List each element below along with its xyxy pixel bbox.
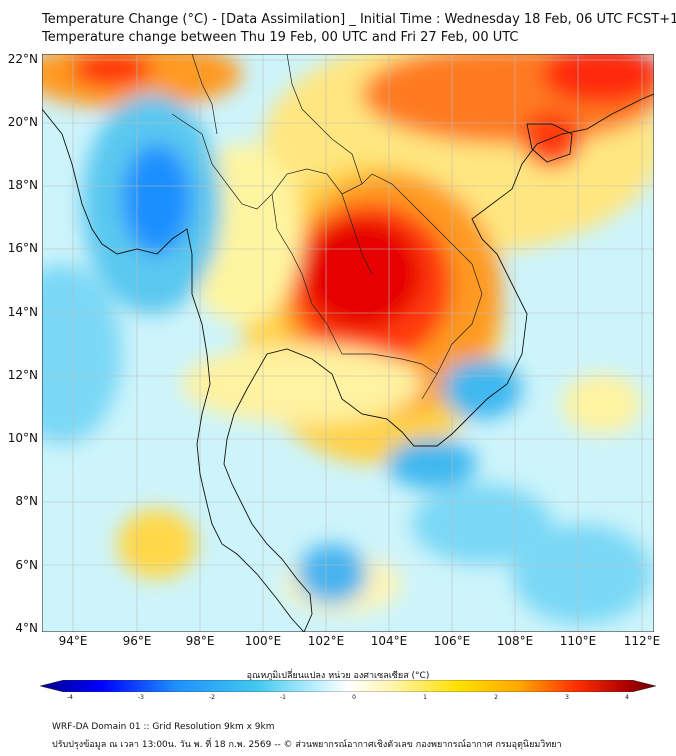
graticule bbox=[42, 54, 654, 632]
temperature-change-map bbox=[42, 54, 654, 632]
temperature-field bbox=[42, 54, 654, 624]
colorbar bbox=[40, 680, 656, 692]
footer-credit: ปรับปรุงข้อมูล ณ เวลา 13:00น. วัน พ. ที่… bbox=[52, 740, 562, 750]
colorbar-tick: 0 bbox=[352, 694, 356, 701]
map-title: Temperature Change (°C) - [Data Assimila… bbox=[42, 12, 676, 27]
country-borders bbox=[171, 54, 483, 400]
lat-label-14n: 14°N bbox=[7, 305, 38, 319]
colorbar-title: อุณหภูมิเปลี่ยนแปลง หน่วย องศาเซลเซียส (… bbox=[246, 671, 430, 681]
coastline bbox=[42, 93, 654, 632]
map-subtitle: Temperature change between Thu 19 Feb, 0… bbox=[42, 30, 519, 45]
colorbar-tick: -1 bbox=[280, 694, 286, 701]
colorbar-tick: 1 bbox=[423, 694, 427, 701]
lon-label-98e: 98°E bbox=[185, 634, 215, 648]
colorbar-tick: -2 bbox=[209, 694, 215, 701]
lon-label-100e: 100°E bbox=[244, 634, 282, 648]
lon-label-110e: 110°E bbox=[559, 634, 597, 648]
lat-label-12n: 12°N bbox=[7, 368, 38, 382]
lon-label-94e: 94°E bbox=[58, 634, 88, 648]
footer-model-info: WRF-DA Domain 01 :: Grid Resolution 9km … bbox=[52, 722, 275, 732]
lon-label-106e: 106°E bbox=[433, 634, 471, 648]
lon-label-102e: 102°E bbox=[307, 634, 345, 648]
lon-label-96e: 96°E bbox=[122, 634, 152, 648]
colorbar-tick: -3 bbox=[138, 694, 144, 701]
colorbar-tick: 2 bbox=[494, 694, 498, 701]
lat-label-20n: 20°N bbox=[7, 115, 38, 129]
lat-label-16n: 16°N bbox=[7, 241, 38, 255]
colorbar-tick: 4 bbox=[625, 694, 629, 701]
lon-label-112e: 112°E bbox=[623, 634, 661, 648]
lon-label-108e: 108°E bbox=[496, 634, 534, 648]
lat-label-6n: 6°N bbox=[15, 558, 38, 572]
lat-label-22n: 22°N bbox=[7, 52, 38, 66]
lat-label-8n: 8°N bbox=[15, 494, 38, 508]
lon-label-104e: 104°E bbox=[370, 634, 408, 648]
colorbar-tick: 3 bbox=[565, 694, 569, 701]
lat-label-18n: 18°N bbox=[7, 178, 38, 192]
colorbar-tick: -4 bbox=[67, 694, 73, 701]
lat-label-4n: 4°N bbox=[15, 621, 38, 635]
lat-label-10n: 10°N bbox=[7, 431, 38, 445]
